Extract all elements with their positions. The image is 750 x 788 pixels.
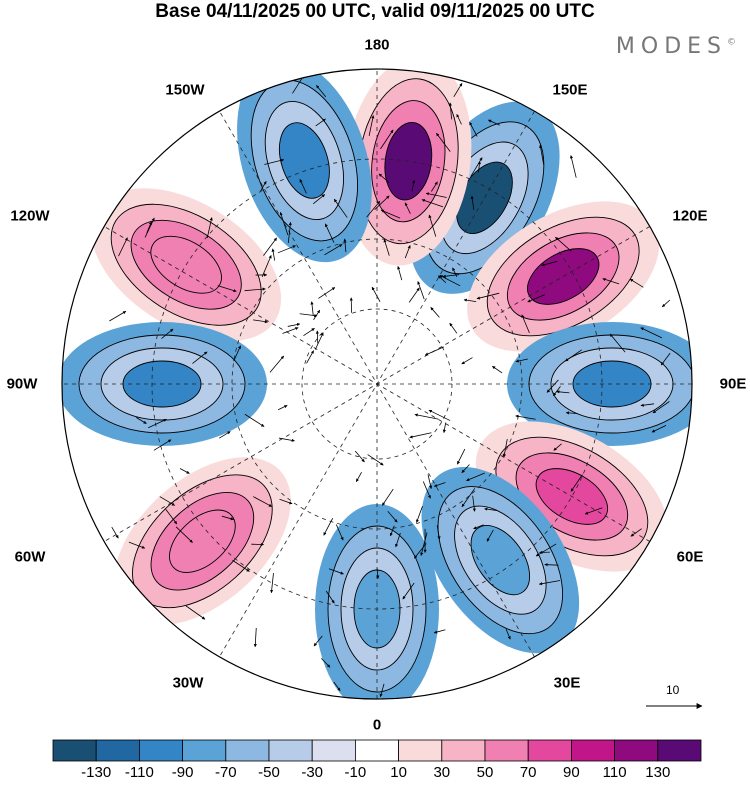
reference-arrow-icon [640,683,710,715]
colorbar-tick-label: -30 [301,764,323,781]
colorbar-tick-label: 90 [563,764,580,781]
colorbar-swatch [183,740,226,761]
colorbar-swatch [269,740,312,761]
colorbar-swatch [615,740,658,761]
colorbar-swatch [96,740,139,761]
colorbar-tick-label: 110 [603,764,627,781]
brand-mark: © [727,38,736,48]
colorbar-swatch [485,740,528,761]
colorbar-tick-label: 10 [390,764,407,781]
colorbar-swatch [658,740,701,761]
colorbar-tick-label: -90 [172,764,194,781]
colorbar-tick-label: 50 [477,764,494,781]
colorbar-swatch [226,740,269,761]
colorbar [53,740,701,761]
colorbar-tick-label: 130 [645,764,670,781]
lon-label-180: 180 [364,37,389,54]
colorbar-swatch [399,740,442,761]
colorbar-swatch [355,740,398,761]
colorbar-tick-label: -130 [81,764,111,781]
page-title: Base 04/11/2025 00 UTC, valid 09/11/2025… [0,0,750,24]
lon-label-30e: 30E [554,675,581,692]
colorbar-tick-label: -10 [345,764,367,781]
anomaly-layer [57,41,717,714]
lon-label-90e: 90E [720,376,747,393]
colorbar-tick-label: 30 [433,764,450,781]
lon-label-120e: 120E [672,208,707,225]
colorbar-swatch [53,740,96,761]
lon-label-150e: 150E [552,82,587,99]
colorbar-swatch [442,740,485,761]
colorbar-swatch [571,740,614,761]
lon-label-60w: 60W [15,549,46,566]
lon-label-150w: 150W [165,82,204,99]
colorbar-swatch [528,740,571,761]
colorbar-tick-label: -50 [258,764,280,781]
colorbar-tick-label: 70 [520,764,537,781]
colorbar-swatch [139,740,182,761]
lon-label-90w: 90W [7,376,38,393]
lon-label-30w: 30W [173,675,204,692]
colorbar-swatch [312,740,355,761]
colorbar-tick-label: -70 [215,764,237,781]
colorbar-tick-label: -110 [125,764,154,781]
lon-label-0: 0 [373,717,381,734]
lon-label-120w: 120W [10,208,49,225]
lon-label-60e: 60E [677,549,704,566]
brand-name: MODES [616,34,727,59]
modes-logo: MODES© [616,34,736,59]
reference-vector: 10 [640,683,710,715]
